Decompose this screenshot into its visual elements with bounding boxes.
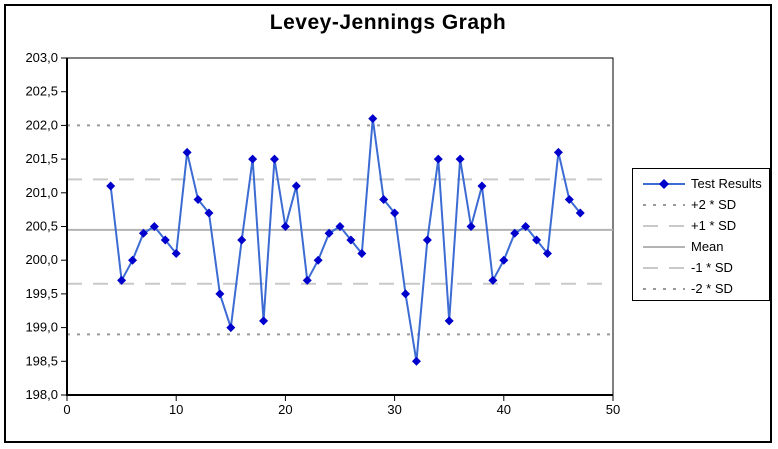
y-tick-label: 198,5: [25, 353, 58, 368]
data-point-marker[interactable]: [302, 275, 312, 285]
legend-item-plus-2sd[interactable]: +2 * SD: [633, 194, 769, 215]
data-point-marker[interactable]: [532, 235, 542, 245]
data-point-marker[interactable]: [215, 289, 225, 299]
y-tick-label: 200,5: [25, 219, 58, 234]
data-point-marker[interactable]: [160, 235, 170, 245]
legend-label-mean: Mean: [691, 239, 724, 254]
legend-label-minus-1sd: -1 * SD: [691, 260, 733, 275]
legend-swatch-minus-2sd: [643, 287, 685, 290]
data-point-marker[interactable]: [204, 208, 214, 218]
legend: Test Results +2 * SD +1 * SD Mean -1 * SD -2 …: [632, 168, 770, 301]
x-tick-label: 50: [606, 402, 620, 417]
legend-item-mean[interactable]: Mean: [633, 236, 769, 257]
data-point-marker[interactable]: [357, 248, 367, 258]
data-point-marker[interactable]: [237, 235, 247, 245]
data-point-marker[interactable]: [269, 154, 279, 164]
data-point-marker[interactable]: [335, 222, 345, 231]
legend-label-test-results: Test Results: [691, 176, 762, 191]
data-point-marker[interactable]: [564, 195, 574, 205]
data-point-marker[interactable]: [553, 147, 563, 157]
x-tick-label: 10: [169, 402, 183, 417]
data-point-marker[interactable]: [390, 208, 400, 218]
data-point-marker[interactable]: [193, 195, 203, 205]
x-tick-label: 0: [63, 402, 70, 417]
y-tick-label: 201,5: [25, 151, 58, 166]
data-point-marker[interactable]: [368, 114, 378, 124]
data-point-marker[interactable]: [324, 228, 334, 238]
data-point-marker[interactable]: [171, 248, 181, 258]
legend-marker-icon: [659, 178, 669, 189]
chart-title: Levey-Jennings Graph: [269, 11, 507, 34]
data-point-marker[interactable]: [401, 289, 411, 299]
data-point-marker[interactable]: [128, 255, 138, 265]
data-point-marker[interactable]: [411, 356, 421, 366]
data-point-marker[interactable]: [280, 222, 290, 231]
data-point-marker[interactable]: [149, 222, 159, 231]
data-point-marker[interactable]: [259, 316, 269, 326]
x-tick-label: 30: [387, 402, 401, 417]
data-point-marker[interactable]: [226, 323, 236, 333]
data-point-marker[interactable]: [542, 248, 552, 258]
data-point-marker[interactable]: [138, 228, 148, 238]
legend-item-plus-1sd[interactable]: +1 * SD: [633, 215, 769, 236]
x-tick-label: 40: [497, 402, 511, 417]
data-point-marker[interactable]: [499, 255, 509, 265]
y-tick-label: 198,0: [25, 387, 58, 402]
data-point-marker[interactable]: [379, 195, 389, 205]
data-point-marker[interactable]: [466, 222, 476, 231]
x-tick-label: 20: [278, 402, 292, 417]
data-point-marker[interactable]: [433, 154, 443, 164]
data-point-marker[interactable]: [422, 235, 432, 245]
data-point-marker[interactable]: [510, 228, 520, 238]
legend-item-minus-1sd[interactable]: -1 * SD: [633, 257, 769, 278]
data-point-marker[interactable]: [575, 208, 585, 218]
data-point-marker[interactable]: [106, 181, 116, 191]
y-tick-label: 200,0: [25, 252, 58, 267]
data-point-marker[interactable]: [477, 181, 487, 191]
data-point-marker[interactable]: [291, 181, 301, 191]
data-point-marker[interactable]: [313, 255, 323, 265]
legend-label-minus-2sd: -2 * SD: [691, 281, 733, 296]
legend-swatch-plus-2sd: [643, 203, 685, 206]
data-point-marker[interactable]: [488, 275, 498, 285]
legend-label-plus-2sd: +2 * SD: [691, 197, 737, 212]
legend-item-test-results[interactable]: Test Results: [633, 173, 769, 194]
legend-item-minus-2sd[interactable]: -2 * SD: [633, 278, 769, 299]
legend-swatch-mean: [643, 245, 685, 248]
legend-swatch-test-results: [643, 178, 685, 189]
y-tick-label: 203,0: [25, 50, 58, 65]
y-tick-label: 199,0: [25, 320, 58, 335]
test-results-line[interactable]: [109, 117, 582, 363]
data-point-marker[interactable]: [455, 154, 465, 164]
data-point-marker[interactable]: [444, 316, 454, 326]
data-point-marker[interactable]: [248, 154, 258, 164]
legend-swatch-plus-1sd: [643, 224, 685, 227]
legend-label-plus-1sd: +1 * SD: [691, 218, 737, 233]
data-point-marker[interactable]: [521, 222, 531, 231]
y-tick-label: 202,0: [25, 117, 58, 132]
y-tick-label: 202,5: [25, 84, 58, 99]
data-point-marker[interactable]: [346, 235, 356, 245]
y-tick-label: 199,5: [25, 286, 58, 301]
data-point-marker[interactable]: [182, 147, 192, 157]
legend-swatch-minus-1sd: [643, 266, 685, 269]
data-point-marker[interactable]: [117, 275, 127, 285]
y-tick-label: 201,0: [25, 185, 58, 200]
